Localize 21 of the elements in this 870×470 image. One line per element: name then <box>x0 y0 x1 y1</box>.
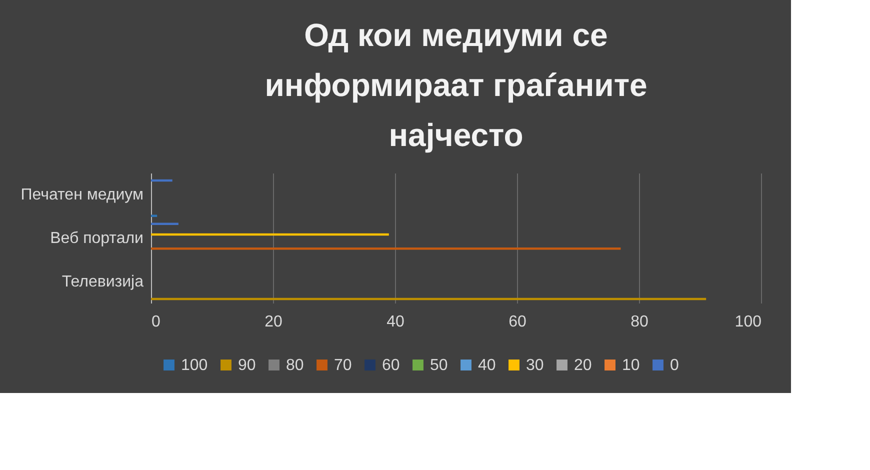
y-tick-label: Печатен медиум <box>20 186 144 204</box>
legend-label: 100 <box>181 357 208 374</box>
legend-label: 60 <box>382 357 400 374</box>
x-tick-label: 100 <box>734 314 762 330</box>
legend-label: 90 <box>238 357 256 374</box>
legend-label: 20 <box>574 357 592 374</box>
legend-label: 70 <box>334 357 352 374</box>
legend-label: 10 <box>622 357 640 374</box>
x-tick-label: 80 <box>630 314 648 330</box>
chart-title: Од кои медиуми се информираат граѓаните најчесто <box>264 17 648 153</box>
legend-label: 80 <box>286 357 304 374</box>
legend-label: 30 <box>526 357 544 374</box>
y-tick-label: Веб портали <box>50 230 144 247</box>
x-tick-label: 0 <box>152 314 160 330</box>
x-tick-label: 60 <box>508 314 526 330</box>
y-tick-label: Телевизија <box>62 273 144 290</box>
legend-label: 0 <box>670 357 679 374</box>
x-tick-label: 40 <box>386 314 404 330</box>
legend-label: 40 <box>478 357 496 374</box>
x-tick-label: 20 <box>264 314 282 330</box>
legend-label: 50 <box>430 357 448 374</box>
